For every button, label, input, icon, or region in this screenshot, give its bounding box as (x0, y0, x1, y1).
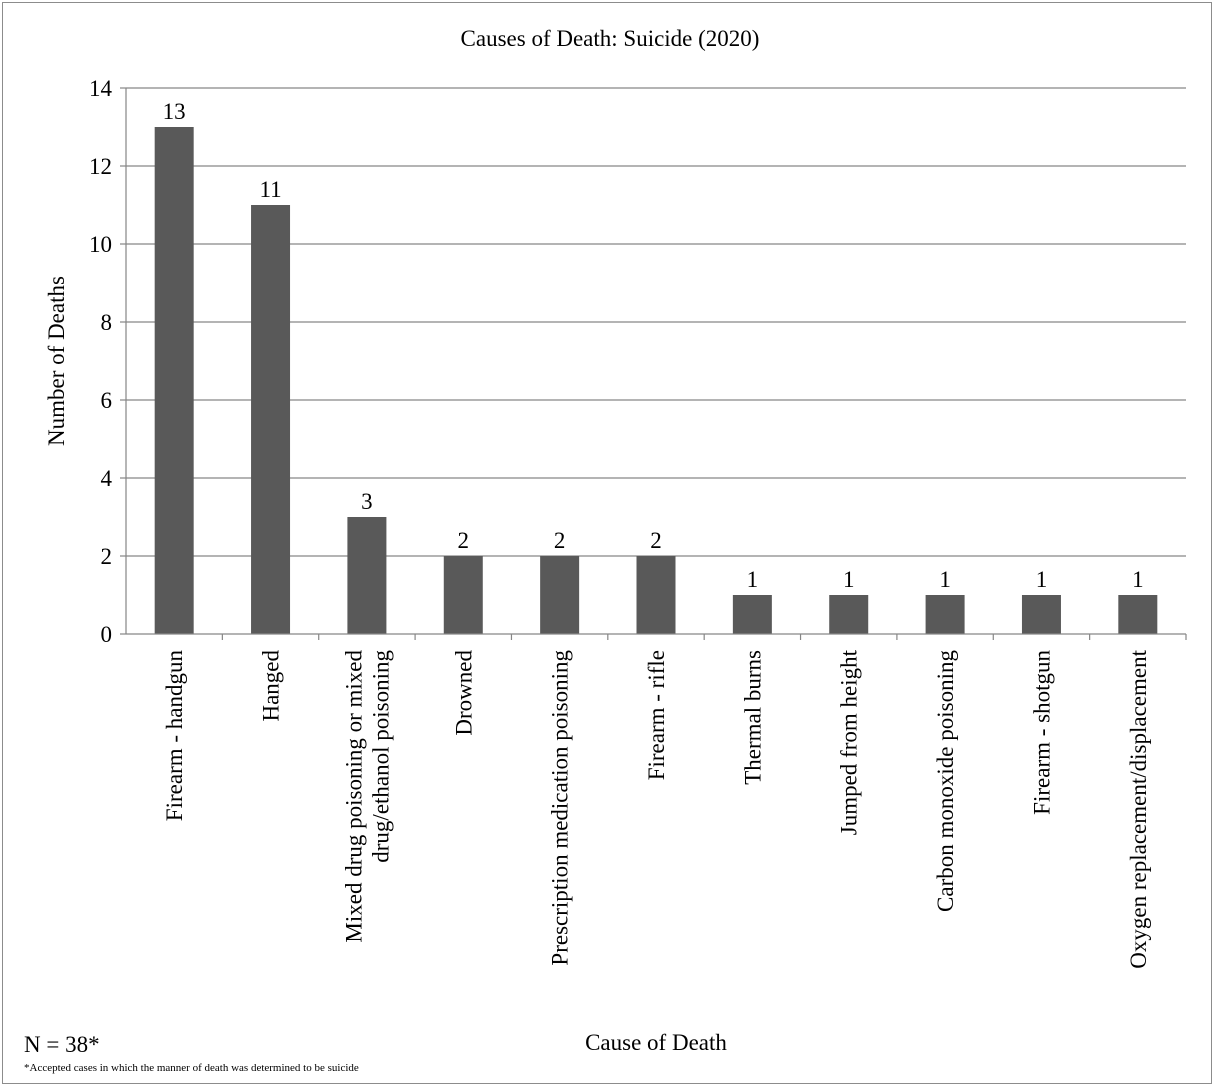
bar-value-label: 1 (747, 567, 759, 592)
bar (540, 556, 580, 634)
y-tick-label: 10 (89, 232, 112, 257)
x-tick-label: Firearm - rifle (644, 650, 669, 780)
y-axis-label: Number of Deaths (44, 276, 69, 446)
x-tick-label: drug/ethanol poisoning (368, 650, 393, 863)
bar-value-label: 2 (650, 528, 662, 553)
bar-value-label: 1 (843, 567, 855, 592)
bar (347, 517, 387, 634)
bar-value-label: 1 (1132, 567, 1144, 592)
x-tick-labels: Firearm - handgun Hanged Mixed drug poison… (162, 649, 1151, 968)
bar (1021, 595, 1061, 634)
bar-value-label: 13 (163, 99, 186, 124)
bars (154, 127, 1158, 634)
bar (1118, 595, 1158, 634)
bar-value-label: 1 (1036, 567, 1048, 592)
footnote-text: *Accepted cases in which the manner of d… (24, 1062, 359, 1074)
bar (636, 556, 676, 634)
bar (251, 205, 291, 634)
y-tick-label: 2 (101, 544, 113, 569)
bar (732, 595, 772, 634)
x-axis-label: Cause of Death (585, 1030, 727, 1055)
bar (829, 595, 869, 634)
x-tick-label: Carbon monoxide poisoning (933, 650, 958, 912)
bar-value-label: 3 (361, 489, 373, 514)
y-tick-label: 14 (89, 76, 113, 101)
bar (925, 595, 965, 634)
x-tick-label: Mixed drug poisoning or mixed (341, 650, 366, 943)
x-tick-label: Drowned (451, 650, 476, 736)
bar-value-label: 11 (259, 177, 281, 202)
x-tick-label: Oxygen replacement/displacement (1126, 649, 1151, 968)
bar (154, 127, 194, 634)
x-tick-label: Firearm - shotgun (1029, 650, 1054, 815)
chart-title: Causes of Death: Suicide (2020) (461, 26, 760, 51)
x-tick-label: Prescription medication poisoning (548, 650, 573, 966)
y-tick-label: 8 (101, 310, 113, 335)
bar (443, 556, 483, 634)
x-tick-label: Jumped from height (837, 649, 862, 835)
x-tick-label: Thermal burns (740, 650, 765, 785)
sample-size-label: N = 38* (24, 1032, 100, 1057)
bar-value-label: 1 (939, 567, 951, 592)
y-tick-label: 12 (89, 154, 112, 179)
bar-value-label: 2 (458, 528, 470, 553)
y-tick-label: 0 (101, 622, 113, 647)
y-tick-label: 4 (101, 466, 113, 491)
axes (120, 87, 1187, 640)
y-tick-label: 6 (101, 388, 113, 413)
x-tick-label: Firearm - handgun (162, 650, 187, 822)
grid-lines (126, 87, 1186, 557)
bar-value-label: 2 (554, 528, 566, 553)
y-tick-labels: 0 2 4 6 8 10 12 14 (89, 76, 113, 647)
x-tick-label: Hanged (259, 650, 284, 722)
